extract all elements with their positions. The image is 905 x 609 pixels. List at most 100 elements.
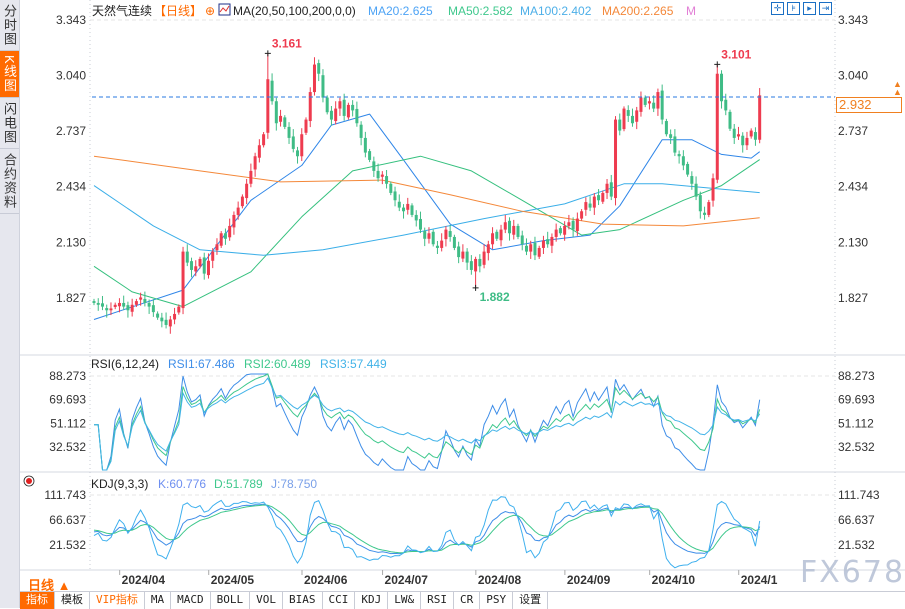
candle-down: [448, 231, 452, 237]
candle-down: [732, 128, 736, 138]
candle-up: [614, 119, 618, 199]
candle-down: [618, 119, 622, 131]
price-tick-label: 2.737: [56, 124, 86, 138]
add-indicator-icon[interactable]: ⊕: [205, 4, 215, 18]
tab-ma[interactable]: MA: [145, 592, 172, 609]
candle-up: [312, 64, 316, 93]
candle-up: [245, 183, 249, 199]
price-tick-label: 3.343: [838, 13, 868, 27]
candle-down: [478, 258, 482, 267]
zoom-in-icon[interactable]: ⊧: [787, 2, 800, 15]
kdj-k-value: K:60.776: [158, 477, 206, 491]
axes: 3.343 3.343 3.040 3.040 2.737 2.737 2.434 2.434…: [44, 13, 880, 552]
sidebar: 分时图 K线图 闪电图 合约资料: [0, 0, 20, 608]
tab-flash-chart[interactable]: 闪电图: [0, 98, 19, 149]
candle-down: [100, 303, 104, 307]
tab-contract-info[interactable]: 合约资料: [0, 149, 19, 214]
candle-up: [635, 110, 639, 122]
candle-up: [236, 207, 240, 215]
candle-down: [164, 319, 168, 325]
candle-up: [134, 301, 138, 305]
candle-up: [406, 203, 410, 210]
candle-up: [584, 202, 588, 210]
candle-up: [257, 145, 261, 158]
extreme-marker: [472, 284, 479, 291]
candle-up: [567, 222, 571, 226]
candle-up: [592, 196, 596, 208]
kdj-title: KDJ(9,3,3): [91, 477, 148, 491]
candle-down: [202, 257, 206, 274]
sun-icon[interactable]: [23, 475, 35, 487]
tab-cci[interactable]: CCI: [323, 592, 356, 609]
date-tick-label: 2024/04: [122, 573, 166, 587]
candle-down: [423, 231, 427, 239]
tab-vip-indicators[interactable]: VIP指标: [90, 592, 145, 609]
tab-psy[interactable]: PSY: [480, 592, 514, 609]
goto-end-icon[interactable]: ⇥: [819, 2, 832, 15]
candle-up: [240, 196, 244, 207]
last-price-label: 2.932: [836, 97, 902, 113]
kdj-j-value: J:78.750: [271, 477, 317, 491]
ma-indicator-icon-line: [219, 5, 230, 13]
kdj-tick-label: 66.637: [838, 513, 875, 527]
candle-up: [266, 79, 270, 133]
candle-up: [758, 95, 762, 140]
date-tick-label: 2024/09: [567, 573, 611, 587]
candle-up: [249, 170, 253, 184]
ma200-value: MA200:2.265: [602, 4, 674, 18]
date-tick-label: 2024/10: [652, 573, 696, 587]
tab-kline[interactable]: K线图: [0, 51, 19, 98]
candle-up: [503, 222, 507, 230]
candles: [92, 53, 762, 334]
candle-down: [465, 251, 469, 263]
price-tick-label: 2.130: [56, 235, 86, 249]
candle-down: [609, 182, 613, 197]
candle-down: [185, 251, 189, 263]
tab-boll[interactable]: BOLL: [211, 592, 251, 609]
rsi-title: RSI(6,12,24): [91, 357, 159, 371]
candle-down: [402, 207, 406, 212]
candle-down: [571, 220, 575, 230]
candle-down: [520, 235, 524, 245]
candle-down: [677, 154, 681, 157]
candle-up: [173, 313, 177, 320]
tab-bias[interactable]: BIAS: [283, 592, 323, 609]
ma50-value: MA50:2.582: [448, 4, 513, 18]
candle-up: [474, 258, 478, 272]
candle-down: [533, 242, 537, 256]
rsi-panel: [94, 373, 761, 471]
move-right-icon[interactable]: ▸: [803, 2, 816, 15]
tab-rsi[interactable]: RSI: [421, 592, 454, 609]
candle-down: [720, 73, 724, 102]
candle-down: [160, 317, 164, 322]
candle-down: [190, 261, 194, 270]
rsi-tick-label: 69.693: [838, 393, 875, 407]
candle-down: [431, 231, 435, 245]
candle-down: [156, 313, 160, 318]
price-alert-icon[interactable]: ▲ ▲: [893, 80, 902, 96]
tab-time-sharing[interactable]: 分时图: [0, 0, 19, 51]
candle-down: [410, 205, 414, 215]
crosshair-icon[interactable]: ✛: [771, 2, 784, 15]
tab-macd[interactable]: MACD: [171, 592, 211, 609]
candle-down: [359, 124, 363, 138]
tab-indicators[interactable]: 指标: [20, 592, 55, 609]
candle-down: [325, 97, 329, 113]
candle-down: [363, 137, 367, 153]
tab-lwr[interactable]: LW&: [388, 592, 422, 609]
candle-up: [707, 202, 711, 215]
tab-templates[interactable]: 模板: [55, 592, 90, 609]
candle-up: [715, 73, 719, 180]
high-price-label: 3.161: [272, 36, 302, 50]
tab-cr[interactable]: CR: [454, 592, 481, 609]
tab-vol[interactable]: VOL: [250, 592, 283, 609]
period-selector[interactable]: 日线 ▲: [28, 578, 71, 593]
ma-label: MA(20,50,100,200,0,0): [233, 4, 356, 18]
candle-up: [304, 119, 308, 133]
tab-settings[interactable]: 设置: [513, 592, 549, 609]
tab-kdj[interactable]: KDJ: [355, 592, 389, 609]
rsi-tick-label: 51.112: [50, 416, 86, 430]
chart-canvas[interactable]: 天然气连续 【日线】 ⊕ MA(20,50,100,200,0,0) MA20:…: [20, 0, 905, 591]
ma20-line: [93, 113, 761, 320]
candle-down: [724, 99, 728, 111]
